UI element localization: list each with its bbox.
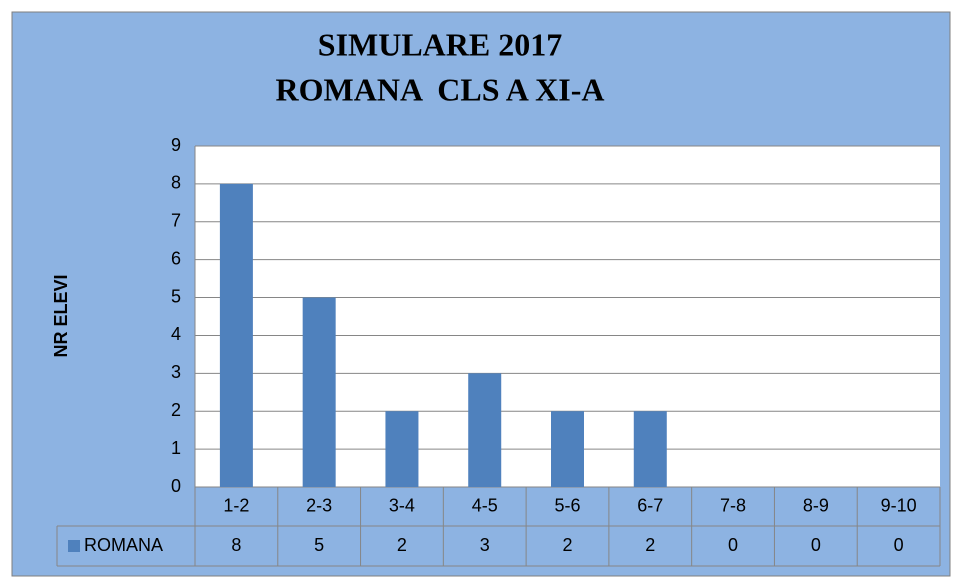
x-tick-label: 4-5 [472, 495, 498, 515]
bar [633, 411, 667, 487]
table-value: 0 [811, 535, 821, 555]
x-tick-label: 9-10 [881, 495, 917, 515]
bar [468, 373, 502, 487]
chart-title: SIMULARE 2017 [318, 26, 562, 62]
y-tick-label: 3 [171, 362, 181, 382]
y-tick-label: 2 [171, 400, 181, 420]
y-tick-label: 8 [171, 173, 181, 193]
legend-key [68, 540, 80, 552]
table-value: 2 [645, 535, 655, 555]
y-tick-label: 7 [171, 211, 181, 231]
bar [302, 297, 336, 487]
y-axis-label: NR ELEVI [51, 274, 71, 357]
y-tick-label: 5 [171, 286, 181, 306]
x-tick-label: 1-2 [223, 495, 249, 515]
table-value: 2 [397, 535, 407, 555]
x-tick-label: 7-8 [720, 495, 746, 515]
y-tick-label: 1 [171, 438, 181, 458]
x-tick-label: 6-7 [637, 495, 663, 515]
y-tick-label: 0 [171, 476, 181, 496]
x-tick-label: 2-3 [306, 495, 332, 515]
chart-title: ROMANA CLS A XI-A [276, 71, 605, 107]
bar [385, 411, 419, 487]
table-value: 5 [314, 535, 324, 555]
x-tick-label: 8-9 [803, 495, 829, 515]
x-tick-label: 5-6 [554, 495, 580, 515]
y-tick-label: 4 [171, 324, 181, 344]
legend-label: ROMANA [84, 535, 163, 555]
bar [219, 183, 253, 487]
table-value: 3 [480, 535, 490, 555]
table-value: 0 [894, 535, 904, 555]
y-tick-label: 9 [171, 135, 181, 155]
table-value: 8 [231, 535, 241, 555]
y-tick-label: 6 [171, 248, 181, 268]
x-tick-label: 3-4 [389, 495, 415, 515]
bar [551, 411, 584, 487]
table-value: 0 [728, 535, 738, 555]
table-value: 2 [562, 535, 572, 555]
